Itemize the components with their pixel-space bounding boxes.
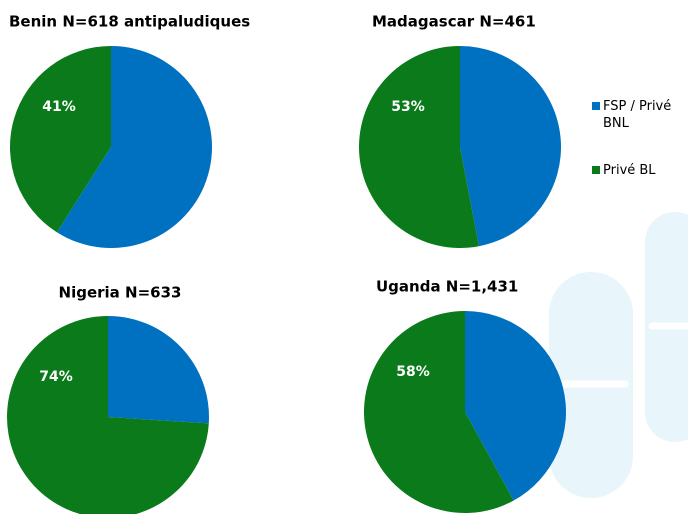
legend-item: FSP / Privé BNL bbox=[590, 98, 672, 132]
data-label: 41% bbox=[42, 99, 76, 115]
legend-swatch bbox=[592, 102, 600, 110]
background-decoration bbox=[549, 212, 688, 498]
legend: FSP / Privé BNL Privé BL bbox=[590, 98, 672, 209]
page: {"chart_data": [ {"type": "pie", "title"… bbox=[0, 0, 688, 514]
legend-swatch bbox=[592, 166, 600, 174]
chart-title: Madagascar N=461 bbox=[372, 13, 536, 31]
legend-item: Privé BL bbox=[590, 162, 672, 179]
chart-title: Uganda N=1,431 bbox=[376, 278, 518, 296]
data-label: 58% bbox=[396, 364, 430, 380]
legend-label: Privé BL bbox=[603, 163, 656, 178]
pie-slice bbox=[460, 46, 561, 246]
chart-title: Nigeria N=633 bbox=[59, 284, 182, 302]
data-label: 53% bbox=[391, 99, 425, 115]
legend-label: FSP / Privé BNL bbox=[603, 99, 671, 131]
pie-slice bbox=[108, 316, 209, 423]
chart: Benin N=618 antipaludiques Madagascar N=… bbox=[0, 0, 688, 514]
chart-title: Benin N=618 antipaludiques bbox=[9, 13, 250, 31]
data-label: 74% bbox=[39, 369, 73, 385]
